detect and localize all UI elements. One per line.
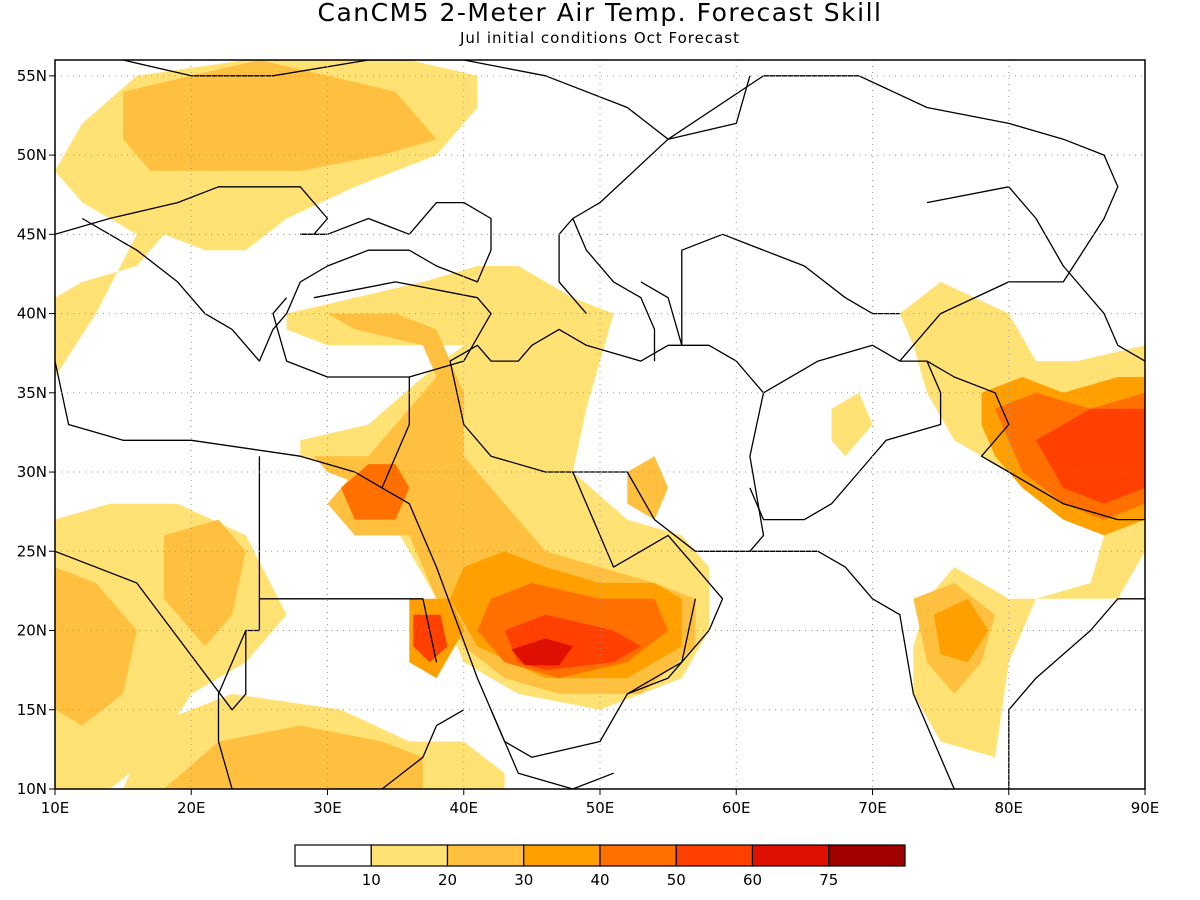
boundary-line-15	[490, 709, 614, 789]
legend-label-6: 75	[819, 871, 838, 889]
boundary-line-13	[259, 598, 438, 663]
boundary-line-2	[55, 360, 410, 489]
legend-swatch-4	[599, 844, 677, 867]
legend-swatch-2	[446, 844, 525, 867]
tick-label-lat-5: 35N	[17, 384, 47, 402]
skill-region-21	[1036, 408, 1145, 504]
tick-label-lon-8: 90E	[1131, 799, 1160, 817]
tick-label-lat-8: 50N	[17, 146, 47, 164]
legend-label-5: 60	[743, 871, 762, 889]
skill-region-3	[55, 567, 137, 726]
tick-label-lat-7: 45N	[17, 225, 47, 243]
legend-label-3: 40	[590, 871, 609, 889]
tick-label-lon-4: 50E	[586, 799, 615, 817]
boundary-line-7	[926, 360, 1145, 521]
legend-swatch-0	[294, 844, 372, 867]
tick-label-lat-6: 40N	[17, 305, 47, 323]
boundary-line-14	[217, 630, 247, 789]
color-legend: 10 20 30 40 50 60 75	[294, 844, 906, 889]
boundary-line-17	[626, 598, 697, 695]
skill-region-24	[831, 392, 873, 457]
boundary-line-9	[640, 233, 900, 346]
boundary-line-4	[449, 328, 765, 552]
tick-label-lon-0: 10E	[41, 799, 70, 817]
boundary-line-12	[55, 456, 261, 711]
legend-swatch-5	[675, 844, 754, 867]
legend-label-1: 20	[438, 871, 457, 889]
tick-label-lat-4: 30N	[17, 463, 47, 481]
tick-label-lon-5: 60E	[722, 799, 751, 817]
boundary-line-19	[572, 218, 656, 362]
skill-region-4	[164, 519, 246, 647]
skill-region-14	[341, 464, 410, 520]
tick-label-lon-6: 70E	[858, 799, 887, 817]
skill-region-16	[413, 614, 448, 663]
boundary-line-16	[327, 709, 465, 789]
legend-label-4: 50	[667, 871, 686, 889]
legend-swatch-1	[370, 844, 449, 867]
boundary-line-1	[272, 281, 492, 378]
boundary-line-6	[749, 344, 942, 521]
skill-region-1	[123, 60, 437, 171]
boundary-line-18	[120, 60, 751, 140]
boundary-line-10	[299, 201, 492, 283]
legend-swatch-6	[751, 844, 830, 867]
legend-label-0: 10	[362, 871, 381, 889]
map-title: CanCM5 2-Meter Air Temp. Forecast Skill	[317, 0, 883, 27]
tick-label-lon-1: 20E	[177, 799, 206, 817]
tick-label-lat-1: 15N	[17, 701, 47, 719]
skill-shading-layer	[55, 60, 1145, 789]
boundary-line-0	[55, 186, 329, 235]
boundary-line-11	[81, 217, 301, 362]
tick-label-lat-9: 55N	[17, 67, 47, 85]
boundary-line-5	[749, 550, 1145, 789]
tick-label-lat-0: 10N	[17, 780, 47, 798]
map-subtitle: Jul initial conditions Oct Forecast	[460, 29, 740, 47]
skill-region-6	[164, 725, 423, 789]
tick-label-lon-3: 40E	[449, 799, 478, 817]
skill-region-17	[627, 456, 669, 520]
tick-label-lon-7: 80E	[994, 799, 1023, 817]
tick-label-lat-3: 25N	[17, 542, 47, 560]
legend-label-2: 30	[514, 871, 533, 889]
boundary-line-8	[558, 75, 1119, 362]
tick-label-lat-2: 20N	[17, 622, 47, 640]
legend-swatch-3	[523, 844, 601, 867]
tick-label-lon-2: 30E	[313, 799, 342, 817]
legend-swatch-7	[828, 844, 906, 867]
axis-ticks: 10E 20E 30E 40E 50E 60E 70E 80E 90E 10N 15N 20N 25N 3…	[17, 67, 1160, 817]
skill-region-12	[511, 638, 573, 666]
